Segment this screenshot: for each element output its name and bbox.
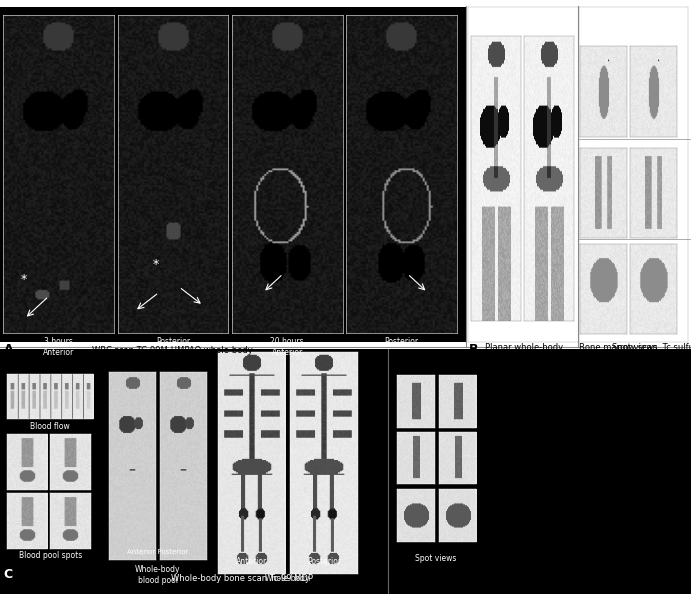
Text: Bone marrow scan  Tc sulfur colloid: Bone marrow scan Tc sulfur colloid bbox=[579, 343, 691, 352]
Text: Posterior: Posterior bbox=[156, 337, 190, 346]
Text: *: * bbox=[153, 258, 159, 271]
Text: Blood pool spots: Blood pool spots bbox=[19, 551, 82, 560]
Text: Posterior: Posterior bbox=[384, 337, 419, 346]
Text: Posterior: Posterior bbox=[307, 557, 341, 566]
Text: Whole-body: Whole-body bbox=[265, 574, 310, 583]
Text: Whole-body
blood pool: Whole-body blood pool bbox=[135, 565, 180, 585]
Text: Spot views: Spot views bbox=[415, 554, 457, 563]
Text: 20 hours
Anterior: 20 hours Anterior bbox=[270, 337, 304, 357]
Text: Anterior Posterior: Anterior Posterior bbox=[127, 549, 189, 555]
Text: Planar whole-body: Planar whole-body bbox=[484, 343, 563, 352]
Text: C: C bbox=[3, 568, 12, 581]
Text: 3 hours
Anterior: 3 hours Anterior bbox=[44, 337, 75, 357]
Text: *: * bbox=[21, 273, 28, 286]
Text: A: A bbox=[3, 343, 13, 356]
Text: B: B bbox=[468, 343, 478, 356]
Text: Blood flow: Blood flow bbox=[30, 422, 70, 431]
Text: Anterior: Anterior bbox=[236, 557, 267, 566]
Text: WBC scan TC-99M-HMPAO whole-body: WBC scan TC-99M-HMPAO whole-body bbox=[93, 346, 253, 355]
Text: Spot views: Spot views bbox=[612, 343, 657, 352]
Text: Whole-body bone scan Tc-99 MDP: Whole-body bone scan Tc-99 MDP bbox=[171, 574, 313, 583]
